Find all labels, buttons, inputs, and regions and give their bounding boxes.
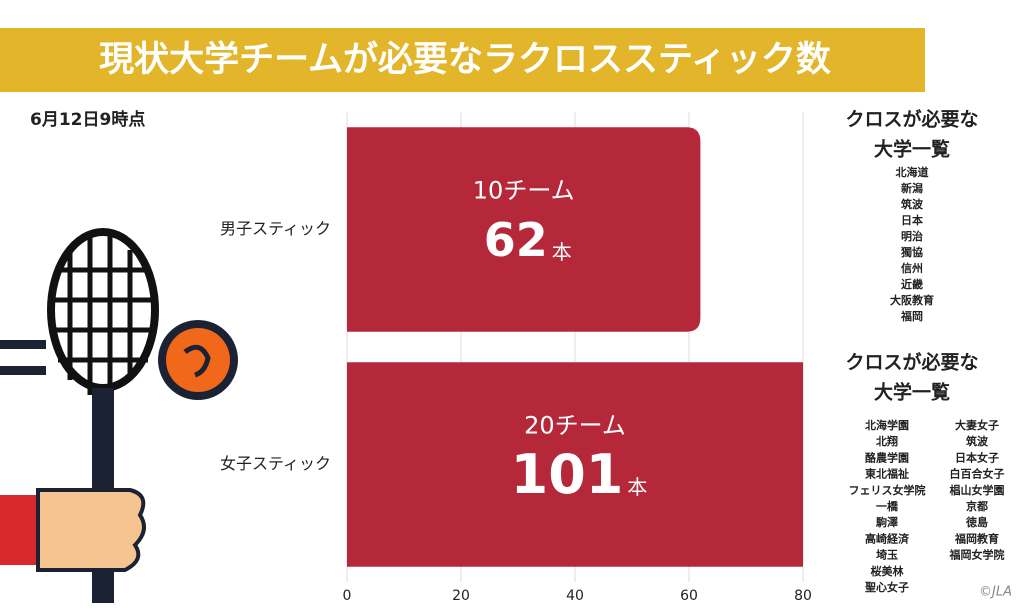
list-item: 駒澤 xyxy=(876,515,898,529)
list-item: 明治 xyxy=(901,229,923,243)
x-tick-label: 20 xyxy=(452,588,470,604)
bar xyxy=(347,362,803,567)
x-tick-label: 0 xyxy=(343,588,352,604)
hand xyxy=(36,488,146,572)
list-item: 筑波 xyxy=(901,197,924,211)
bar xyxy=(347,127,701,332)
list-item: 聖心女子 xyxy=(865,580,909,594)
list-item: フェリス女学院 xyxy=(849,483,926,497)
y-tick-label: 男子スティック xyxy=(220,219,331,238)
dash xyxy=(0,366,46,375)
list-item: 福岡教育 xyxy=(954,531,999,545)
cuff xyxy=(0,495,40,565)
unit-label: 本 xyxy=(627,475,647,499)
list-heading: クロスが必要な xyxy=(845,351,978,374)
list-heading: 大学一覧 xyxy=(874,138,950,161)
list-item: 大妻女子 xyxy=(955,418,999,432)
value-label: 62 xyxy=(484,213,548,267)
title-banner xyxy=(0,28,925,92)
list-item: 大阪教育 xyxy=(890,293,934,307)
dash xyxy=(0,340,46,349)
list-item: 近畿 xyxy=(901,277,923,291)
list-item: 京都 xyxy=(966,499,988,513)
list-item: 東北福祉 xyxy=(865,467,909,481)
subtitle: 6月12日9時点 xyxy=(30,109,145,130)
x-tick-label: 80 xyxy=(794,588,812,604)
list-item: 桜美林 xyxy=(871,564,904,578)
ball-seam xyxy=(183,344,211,378)
credit: ©JLA xyxy=(979,585,1012,600)
list-item: 信州 xyxy=(901,261,923,275)
list-item: 福岡女学院 xyxy=(949,548,1005,562)
bars xyxy=(347,127,803,567)
ball xyxy=(166,328,230,392)
net xyxy=(52,235,155,395)
x-tick-label: 40 xyxy=(566,588,584,604)
list-item: 埼玉 xyxy=(876,548,898,562)
list-item: 北海道 xyxy=(896,165,929,179)
list-heading: クロスが必要な xyxy=(845,108,978,131)
title: 現状大学チームが必要なラクロススティック数 xyxy=(99,39,831,80)
list-item: 北海学園 xyxy=(865,418,909,432)
list-item: 北翔 xyxy=(876,434,898,448)
list-item: 酪農学園 xyxy=(865,450,909,464)
list-item: 日本女子 xyxy=(955,450,999,464)
list-item: 高崎経済 xyxy=(865,531,910,545)
list-item: 白百合女子 xyxy=(950,467,1005,481)
lacrosse-illustration xyxy=(0,228,238,603)
list-item: 一橋 xyxy=(876,499,899,513)
list-item: 徳島 xyxy=(965,515,988,529)
team-count: 10チーム xyxy=(473,177,575,205)
list-item: 筑波 xyxy=(966,434,989,448)
list-item: 福岡 xyxy=(900,309,923,323)
list-item: 新潟 xyxy=(901,181,923,195)
y-tick-label: 女子スティック xyxy=(220,454,331,473)
value-label: 101 xyxy=(511,443,624,506)
list-item: 獨協 xyxy=(900,245,923,259)
list-item: 椙山女学園 xyxy=(950,483,1005,497)
list-item: 日本 xyxy=(901,213,923,227)
list-heading: 大学一覧 xyxy=(874,381,950,404)
unit-label: 本 xyxy=(552,240,572,264)
x-tick-label: 60 xyxy=(680,588,698,604)
stick-head xyxy=(47,228,159,392)
team-count: 20チーム xyxy=(524,412,626,440)
